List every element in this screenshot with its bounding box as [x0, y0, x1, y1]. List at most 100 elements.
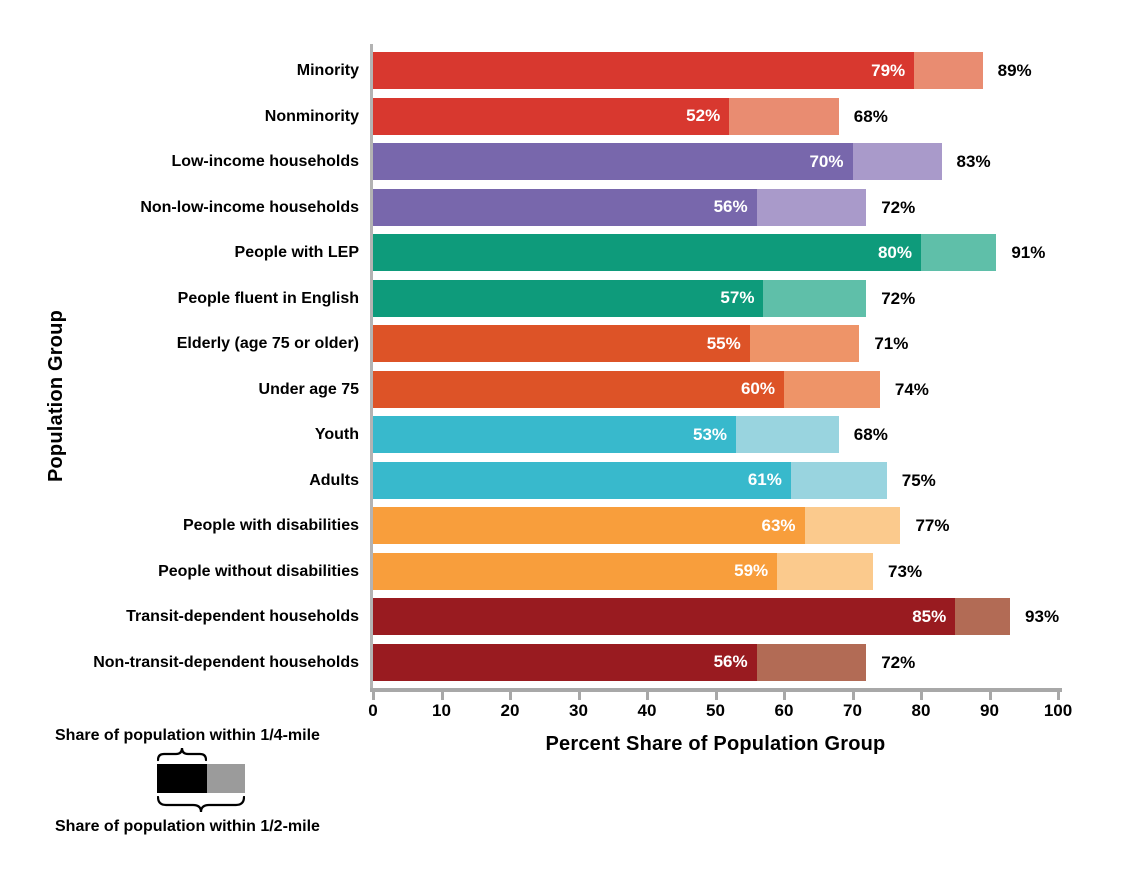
bar-track: 55% 71% [373, 325, 1058, 362]
bar-row: Non-low-income households 56% 72% [0, 188, 1144, 226]
half-value-label: 83% [956, 152, 991, 171]
half-value-label: 72% [881, 288, 916, 308]
x-tick-label: 50 [706, 701, 725, 720]
bar-track: 61% 75% [373, 461, 1058, 499]
category-label: Youth [314, 426, 359, 443]
bar-half-segment [804, 507, 901, 544]
half-value-label: 68% [853, 425, 888, 444]
bar-half-segment [756, 188, 867, 226]
bar-quarter-segment: 60% [373, 370, 784, 408]
bar-quarter-segment: 80% [373, 234, 921, 271]
quarter-value-label: 59% [734, 561, 769, 580]
x-tick-label: 20 [500, 701, 520, 720]
category-label: Low-income households [171, 153, 359, 170]
bar-track: 56% 72% [373, 643, 1058, 681]
category-label: Minority [296, 62, 359, 79]
bar-half-segment [729, 97, 839, 135]
x-tick [440, 692, 444, 700]
quarter-value-label: 60% [740, 379, 775, 398]
bar-row: Non-transit-dependent households 56% 72% [0, 643, 1144, 681]
bar-quarter-segment: 57% [373, 279, 764, 317]
x-axis-line [370, 688, 1062, 692]
bar-row: Minority 79% 89% [0, 52, 1144, 89]
x-tick [372, 692, 375, 700]
x-tick-label: 0 [368, 701, 378, 720]
half-value-label: 71% [874, 334, 909, 353]
bar-row: Adults 61% 75% [0, 461, 1144, 499]
category-label: People with LEP [234, 244, 359, 261]
x-tick [988, 692, 992, 700]
half-value-label: 93% [1025, 607, 1060, 626]
legend-swatch-light [207, 764, 245, 793]
legend-brace-top [157, 747, 207, 762]
category-label: People without disabilities [158, 562, 359, 580]
bar-row: Elderly (age 75 or older) 55% 71% [0, 325, 1144, 362]
bar-half-segment [749, 325, 860, 362]
x-tick [714, 692, 718, 700]
y-axis-line [370, 44, 373, 690]
bar-half-segment [777, 552, 874, 590]
quarter-value-label: 53% [693, 424, 728, 444]
quarter-value-label: 70% [809, 151, 844, 171]
bar-quarter-segment: 59% [373, 552, 778, 590]
x-tick-label: 70 [843, 701, 862, 720]
x-tick-label: 30 [569, 701, 588, 720]
x-tick-label: 100 [1043, 701, 1073, 720]
x-tick [920, 692, 923, 700]
bar-half-segment [852, 143, 942, 180]
x-tick-label: 10 [432, 701, 451, 720]
quarter-value-label: 56% [713, 652, 748, 671]
bar-track: 57% 72% [373, 279, 1058, 317]
bar-half-segment [736, 416, 839, 453]
category-label: Nonminority [264, 107, 359, 125]
bar-half-segment [955, 598, 1011, 635]
bar-row: Transit-dependent households 85% 93% [0, 598, 1144, 635]
category-label: Elderly (age 75 or older) [176, 335, 359, 352]
category-label: Adults [309, 471, 359, 489]
half-value-label: 75% [901, 470, 936, 490]
half-value-label: 74% [894, 379, 929, 399]
bar-track: 63% 77% [373, 507, 1058, 544]
bar-track: 80% 91% [373, 234, 1058, 271]
legend-swatch-dark [157, 764, 207, 793]
x-tick [509, 692, 512, 700]
bar-half-segment [921, 234, 997, 271]
legend-half-label: Share of population within 1/2-mile [55, 818, 320, 835]
bar-track: 59% 73% [373, 552, 1058, 590]
quarter-value-label: 61% [747, 470, 782, 489]
bar-track: 70% 83% [373, 143, 1058, 180]
category-label: Non-transit-dependent households [93, 653, 359, 671]
quarter-value-label: 80% [877, 242, 912, 262]
bar-row: Low-income households 70% 83% [0, 143, 1144, 180]
bar-track: 52% 68% [373, 97, 1058, 135]
bar-track: 53% 68% [373, 416, 1058, 453]
half-value-label: 72% [881, 197, 916, 217]
x-tick [783, 692, 786, 700]
bar-track: 56% 72% [373, 188, 1058, 226]
x-tick [646, 692, 649, 700]
bar-row: People fluent in English 57% 72% [0, 279, 1144, 317]
bar-quarter-segment: 56% [373, 188, 757, 226]
category-label: Non-low-income households [140, 198, 359, 216]
bar-half-segment [914, 52, 983, 89]
bar-half-segment [756, 643, 867, 681]
category-label: People fluent in English [177, 289, 359, 307]
quarter-value-label: 52% [686, 106, 721, 125]
half-value-label: 68% [853, 106, 888, 126]
bar-quarter-segment: 79% [373, 52, 915, 89]
bar-track: 79% 89% [373, 52, 1058, 89]
legend-quarter-label: Share of population within 1/4-mile [55, 727, 320, 744]
category-label: People with disabilities [182, 517, 359, 534]
quarter-value-label: 85% [912, 606, 947, 626]
x-tick-label: 80 [911, 701, 931, 720]
x-tick [851, 692, 855, 700]
half-value-label: 91% [1011, 243, 1046, 262]
bar-half-segment [763, 279, 867, 317]
x-axis-title: Percent Share of Population Group [545, 733, 886, 755]
bar-row: Nonminority 52% 68% [0, 97, 1144, 135]
x-tick-label: 90 [980, 701, 999, 720]
quarter-value-label: 56% [713, 197, 748, 216]
bar-track: 85% 93% [373, 598, 1060, 635]
legend-brace-bottom [157, 796, 245, 813]
category-label: Under age 75 [258, 380, 359, 398]
